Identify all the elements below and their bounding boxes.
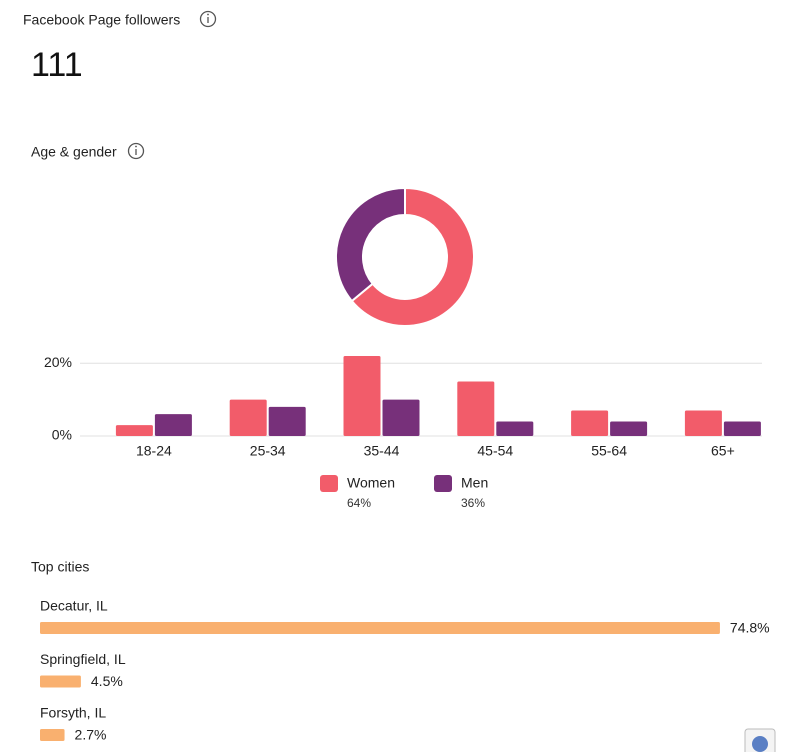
legend-label: Men xyxy=(461,475,488,491)
info-icon[interactable] xyxy=(199,10,217,28)
x-tick-label: 35-44 xyxy=(364,443,400,459)
x-tick-label: 45-54 xyxy=(477,443,513,459)
value-label: 4.5% xyxy=(91,673,123,689)
legend-swatch xyxy=(434,475,452,492)
bar xyxy=(723,421,761,436)
y-tick-label: 0% xyxy=(52,427,72,443)
cities-title: Top cities xyxy=(31,559,89,575)
globe-button[interactable] xyxy=(744,728,776,752)
x-tick-label: 55-64 xyxy=(591,443,627,459)
legend-label: Women xyxy=(347,475,395,491)
legend-swatch xyxy=(320,475,338,492)
city-label: Forsyth, IL xyxy=(40,705,106,721)
bar xyxy=(40,675,81,688)
followers-count: 111 xyxy=(31,46,83,84)
info-icon[interactable] xyxy=(127,142,145,160)
bar xyxy=(40,622,720,634)
bar xyxy=(382,399,420,436)
bar xyxy=(115,425,153,436)
age-gender-title: Age & gender xyxy=(31,144,117,160)
bar xyxy=(229,399,267,436)
x-tick-label: 25-34 xyxy=(250,443,286,459)
bar xyxy=(268,406,306,436)
bar xyxy=(496,421,534,436)
bar xyxy=(457,381,495,436)
legend-share: 36% xyxy=(461,496,485,510)
followers-title: Facebook Page followers xyxy=(23,12,180,28)
bar xyxy=(154,414,192,436)
bar xyxy=(571,410,609,436)
city-label: Decatur, IL xyxy=(40,598,108,614)
y-tick-label: 20% xyxy=(44,354,72,370)
bar xyxy=(610,421,648,436)
x-tick-label: 18-24 xyxy=(136,443,172,459)
value-label: 2.7% xyxy=(75,727,107,743)
bar xyxy=(684,410,722,436)
donut-segment xyxy=(335,186,406,303)
x-tick-label: 65+ xyxy=(711,443,735,459)
value-label: 74.8% xyxy=(730,620,770,636)
bar xyxy=(343,356,381,436)
city-label: Springfield, IL xyxy=(40,651,126,667)
donut-segment xyxy=(350,186,475,327)
legend-share: 64% xyxy=(347,496,371,510)
bar xyxy=(40,729,65,741)
